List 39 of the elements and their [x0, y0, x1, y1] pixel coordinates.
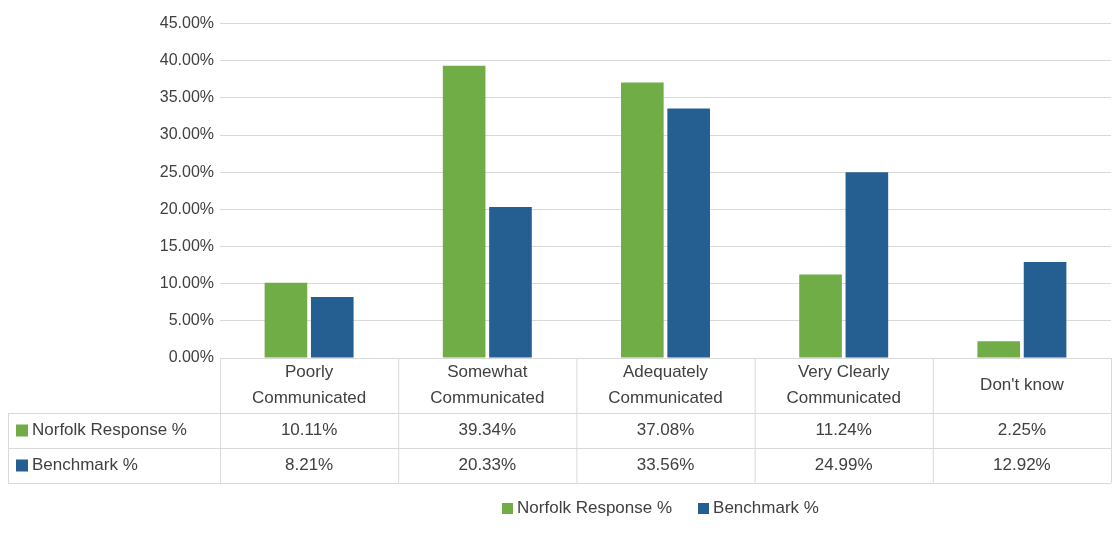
y-tick-label: 10.00% [159, 274, 214, 292]
x-tick-label: Don't know [980, 375, 1065, 395]
data-label: 2.25% [997, 420, 1046, 440]
y-tick-label: 35.00% [159, 88, 214, 106]
bar [799, 274, 842, 358]
data-label: 33.56% [636, 455, 695, 475]
bar [667, 108, 710, 358]
data-label: 12.92% [993, 455, 1051, 475]
x-tick-label: Very Clearly Communicated [786, 362, 901, 408]
legend-label: Benchmark % [713, 498, 819, 518]
bar [621, 82, 664, 358]
data-label: 39.34% [458, 420, 517, 440]
y-tick-label: 5.00% [168, 311, 214, 329]
bar [489, 206, 532, 358]
x-tick-label: Adequately Communicated [608, 362, 723, 408]
legend-label: Norfolk Response % [32, 420, 187, 440]
data-label: 10.11% [280, 420, 338, 440]
data-label: 24.99% [814, 455, 873, 475]
bar [977, 341, 1021, 358]
data-label: 8.21% [285, 455, 334, 475]
bar [264, 282, 308, 358]
data-label: 37.08% [636, 420, 695, 440]
bar [442, 65, 486, 358]
text: Norfolk Response % [517, 498, 673, 517]
y-tick-label: 45.00% [159, 14, 214, 32]
data-label: 20.33% [458, 455, 517, 475]
bar [310, 296, 354, 358]
y-tick-label: 40.00% [159, 51, 214, 69]
y-tick-label: 25.00% [159, 162, 214, 180]
text: Benchmark % [32, 455, 138, 475]
y-tick-label: 0.00% [168, 348, 214, 366]
y-tick-label: 15.00% [159, 236, 214, 254]
data-label: 11.24% [815, 420, 872, 440]
y-tick-label: 30.00% [159, 125, 214, 143]
bar [845, 172, 889, 358]
x-tick-label: Somewhat Communicated [430, 362, 545, 408]
x-tick-label: Poorly Communicated [251, 362, 367, 408]
y-tick-label: 20.00% [159, 199, 214, 217]
bar [1023, 261, 1067, 358]
